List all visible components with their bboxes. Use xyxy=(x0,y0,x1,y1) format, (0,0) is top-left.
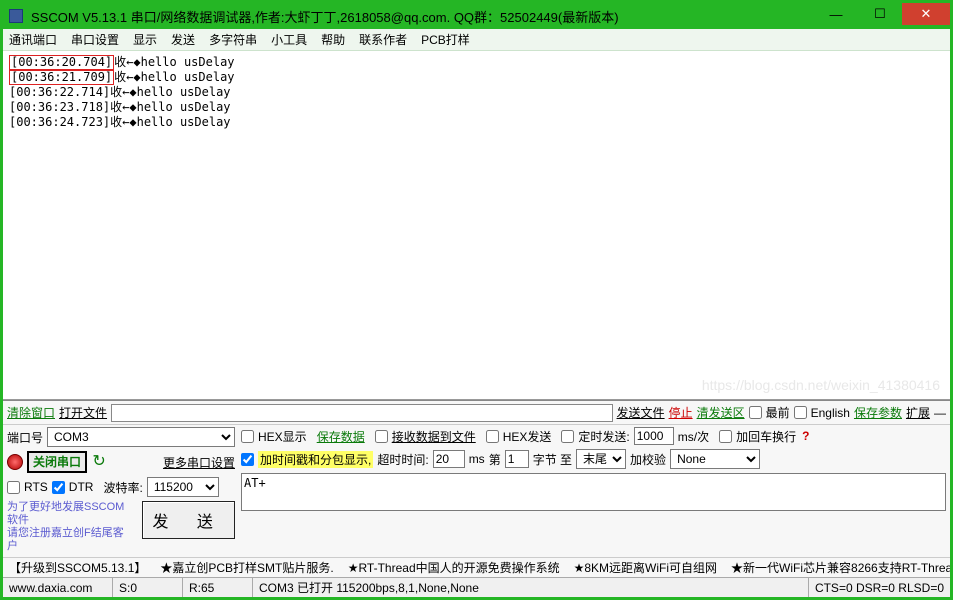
ad-item[interactable]: ★8KM远距离WiFi可自组网 xyxy=(574,559,717,576)
terminal-output: [00:36:20.704]收←◆hello usDelay[00:36:21.… xyxy=(3,51,950,400)
config-panel: 端口号 COM3 关闭串口 ↻ 更多串口设置 RTS DTR 波特率: 1152… xyxy=(3,424,950,557)
timeout-label: 超时时间: xyxy=(377,451,428,468)
watermark: https://blog.csdn.net/weixin_41380416 xyxy=(702,378,940,393)
byte-label2: 字节 至 xyxy=(533,451,572,468)
app-icon xyxy=(9,9,23,23)
titlebar: SSCOM V5.13.1 串口/网络数据调试器,作者:大虾丁丁,2618058… xyxy=(3,3,950,29)
hex-show-label: HEX显示 xyxy=(258,428,307,445)
timeout-value[interactable] xyxy=(433,450,465,468)
expand-link[interactable]: 扩展 xyxy=(906,404,930,421)
minimize-button[interactable]: — xyxy=(814,3,858,25)
crlf-checkbox[interactable] xyxy=(719,430,732,443)
status-recv: R:65 xyxy=(183,578,253,597)
ad-item[interactable]: ★新一代WiFi芯片兼容8266支持RT-Thread xyxy=(731,559,950,576)
crlf-label: 加回车换行 xyxy=(736,428,796,445)
clear-send-link[interactable]: 清发送区 xyxy=(697,404,745,421)
window-title: SSCOM V5.13.1 串口/网络数据调试器,作者:大虾丁丁,2618058… xyxy=(31,7,619,26)
baud-label: 波特率: xyxy=(103,479,142,496)
timed-send-checkbox[interactable] xyxy=(561,430,574,443)
tail-select[interactable]: 末尾 xyxy=(576,449,626,469)
status-connection: COM3 已打开 115200bps,8,1,None,None xyxy=(253,578,809,597)
log-line: [00:36:23.718]收←◆hello usDelay xyxy=(9,100,944,115)
english-label: English xyxy=(811,406,850,420)
menubar: 通讯端口串口设置显示发送多字符串小工具帮助联系作者 PCB打样 xyxy=(3,29,950,51)
hex-show-checkbox[interactable] xyxy=(241,430,254,443)
menu-item[interactable]: PCB打样 xyxy=(421,31,470,48)
hex-send-label: HEX发送 xyxy=(503,428,552,445)
close-port-button[interactable]: 关闭串口 xyxy=(27,451,87,473)
checksum-label: 加校验 xyxy=(630,451,666,468)
menu-item[interactable]: 显示 xyxy=(133,31,157,48)
reload-icon[interactable]: ↻ xyxy=(91,454,107,470)
timed-send-value[interactable] xyxy=(634,427,674,445)
close-button[interactable]: ✕ xyxy=(902,3,950,25)
help-text: 为了更好地发展SSCOM软件 请您注册嘉立创F结尾客户 xyxy=(7,501,134,553)
timeout-unit: ms xyxy=(469,452,485,466)
help-icon[interactable]: ? xyxy=(802,429,809,443)
stop-link[interactable]: 停止 xyxy=(669,404,693,421)
menu-item[interactable]: 通讯端口 xyxy=(9,31,57,48)
maximize-button[interactable]: ☐ xyxy=(858,3,902,25)
timestamp-checkbox[interactable] xyxy=(241,453,254,466)
save-params-link[interactable]: 保存参数 xyxy=(854,404,902,421)
ads-bar: 【升级到SSCOM5.13.1】 ★嘉立创PCB打样SMT贴片服务. ★RT-Thr… xyxy=(3,557,950,577)
dtr-label: DTR xyxy=(69,480,94,494)
log-line: [00:36:22.714]收←◆hello usDelay xyxy=(9,85,944,100)
ad-item[interactable]: 【升级到SSCOM5.13.1】 xyxy=(9,559,146,576)
topmost-checkbox[interactable] xyxy=(749,406,762,419)
status-sent: S:0 xyxy=(113,578,183,597)
save-data-link[interactable]: 保存数据 xyxy=(317,428,365,445)
hex-send-checkbox[interactable] xyxy=(486,430,499,443)
status-bar: www.daxia.com S:0 R:65 COM3 已打开 115200bp… xyxy=(3,577,950,597)
toolbar-file: 清除窗口 打开文件 发送文件 停止 清发送区 最前 English 保存参数 扩… xyxy=(3,400,950,424)
port-label: 端口号 xyxy=(7,429,43,446)
english-checkbox[interactable] xyxy=(794,406,807,419)
status-signals: CTS=0 DSR=0 RLSD=0 xyxy=(809,578,950,597)
topmost-label: 最前 xyxy=(766,404,790,421)
timed-send-label: 定时发送: xyxy=(578,428,629,445)
send-file-link[interactable]: 发送文件 xyxy=(617,404,665,421)
ad-item[interactable]: ★嘉立创PCB打样SMT贴片服务. xyxy=(160,559,333,576)
log-line: [00:36:24.723]收←◆hello usDelay xyxy=(9,115,944,130)
clear-window-link[interactable]: 清除窗口 xyxy=(7,404,55,421)
rts-label: RTS xyxy=(24,480,48,494)
dtr-checkbox[interactable] xyxy=(52,481,65,494)
rx-to-file-label[interactable]: 接收数据到文件 xyxy=(392,428,476,445)
file-path-input[interactable] xyxy=(111,404,613,422)
expand-arrow: — xyxy=(934,406,946,420)
ad-item[interactable]: ★RT-Thread中国人的开源免费操作系统 xyxy=(348,559,560,576)
byte-label1: 第 xyxy=(489,451,501,468)
timestamp-label: 加时间戳和分包显示, xyxy=(258,451,373,468)
record-icon[interactable] xyxy=(7,454,23,470)
log-line: [00:36:20.704]收←◆hello usDelay xyxy=(9,55,944,70)
menu-item[interactable]: 联系作者 xyxy=(359,31,407,48)
port-select[interactable]: COM3 xyxy=(47,427,235,447)
menu-item[interactable]: 帮助 xyxy=(321,31,345,48)
menu-item[interactable]: 串口设置 xyxy=(71,31,119,48)
menu-item[interactable]: 小工具 xyxy=(271,31,307,48)
send-textarea[interactable]: AT+ xyxy=(241,473,946,511)
log-line: [00:36:21.709]收←◆hello usDelay xyxy=(9,70,944,85)
menu-item[interactable]: 多字符串 xyxy=(209,31,257,48)
byte-value[interactable] xyxy=(505,450,529,468)
open-file-link[interactable]: 打开文件 xyxy=(59,404,107,421)
rts-checkbox[interactable] xyxy=(7,481,20,494)
timed-send-unit: ms/次 xyxy=(678,428,709,445)
more-settings-link[interactable]: 更多串口设置 xyxy=(163,454,235,471)
menu-item[interactable]: 发送 xyxy=(171,31,195,48)
baud-select[interactable]: 115200 xyxy=(147,477,219,497)
rx-to-file-checkbox[interactable] xyxy=(375,430,388,443)
status-site[interactable]: www.daxia.com xyxy=(3,578,113,597)
send-button[interactable]: 发 送 xyxy=(142,501,235,539)
checksum-select[interactable]: None xyxy=(670,449,760,469)
